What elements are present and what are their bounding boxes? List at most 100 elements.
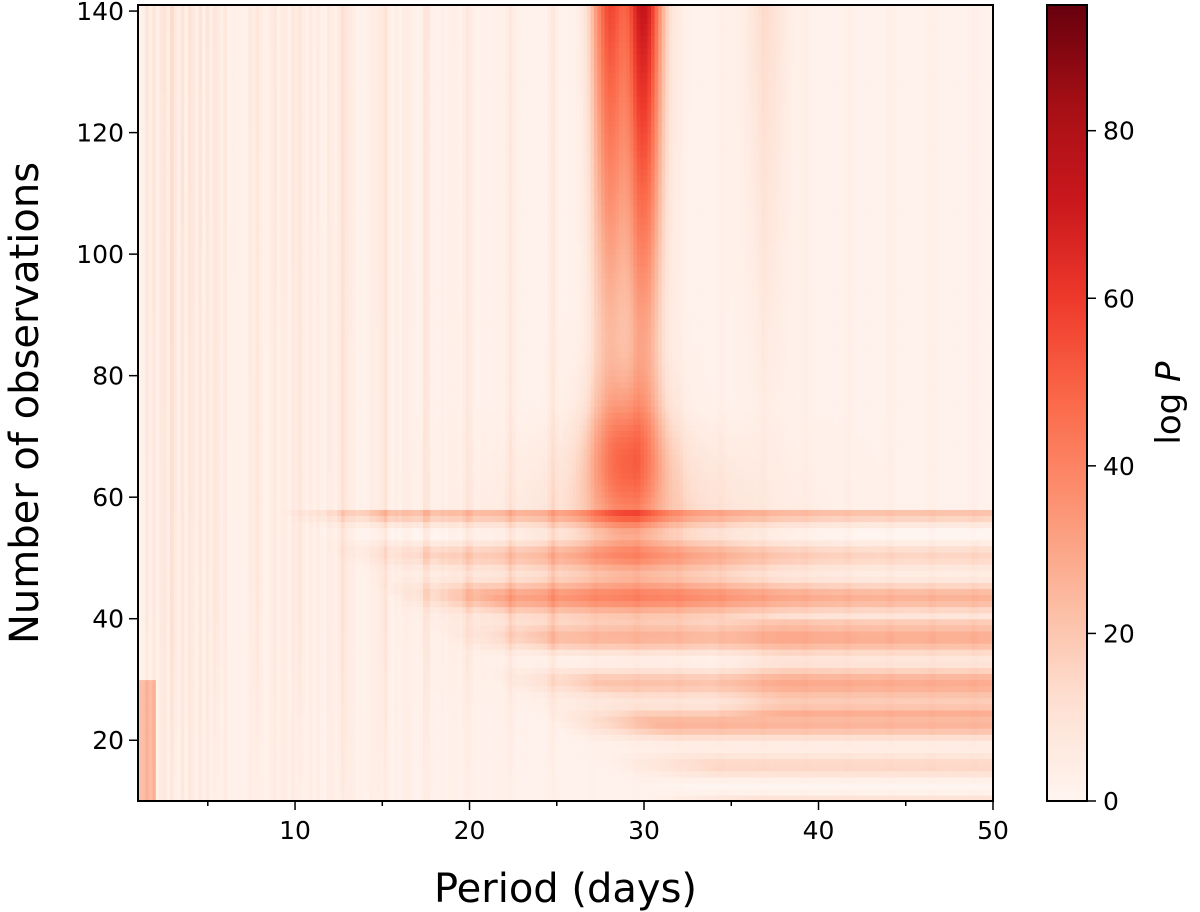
heat-cell bbox=[337, 740, 342, 747]
heat-cell bbox=[191, 697, 196, 705]
heat-cell bbox=[889, 758, 894, 766]
heat-cell bbox=[262, 788, 267, 796]
heat-cell bbox=[839, 764, 844, 772]
heat-cell bbox=[202, 728, 207, 735]
heat-cell bbox=[433, 746, 438, 753]
heat-cell bbox=[982, 691, 987, 699]
heat-cell bbox=[202, 776, 207, 784]
heat-cell bbox=[398, 734, 403, 741]
heat-cell bbox=[953, 703, 958, 711]
heat-cell bbox=[455, 703, 460, 711]
heat-cell bbox=[191, 746, 196, 753]
heat-cell bbox=[889, 740, 894, 747]
heat-cell bbox=[882, 679, 887, 687]
heat-cell bbox=[772, 703, 777, 711]
heat-cell bbox=[191, 752, 196, 760]
heat-cell bbox=[437, 734, 442, 741]
heat-cell bbox=[871, 752, 877, 760]
heat-cell bbox=[437, 746, 442, 753]
heat-cell bbox=[889, 734, 894, 741]
heat-cell bbox=[390, 758, 396, 766]
heat-cell bbox=[772, 673, 777, 681]
heat-cell bbox=[879, 679, 884, 687]
heat-cell bbox=[284, 758, 289, 766]
heat-cell bbox=[886, 764, 891, 772]
heat-cell bbox=[839, 703, 844, 711]
heat-cell bbox=[868, 722, 873, 729]
heat-cell bbox=[561, 746, 567, 753]
heat-cell bbox=[330, 776, 335, 784]
heat-cell bbox=[497, 734, 502, 741]
heat-cell bbox=[472, 673, 478, 681]
heat-cell bbox=[850, 691, 855, 699]
heat-cell bbox=[968, 764, 973, 772]
heat-cell bbox=[458, 746, 463, 753]
heat-cell bbox=[839, 782, 844, 790]
heat-cell bbox=[227, 691, 232, 699]
heat-cell bbox=[255, 722, 260, 729]
heat-cell bbox=[903, 746, 909, 753]
heat-cell bbox=[807, 770, 812, 778]
heat-cell bbox=[554, 764, 559, 772]
heat-cell bbox=[455, 752, 460, 760]
heat-cell bbox=[889, 764, 894, 772]
heat-cell bbox=[451, 691, 456, 699]
heat-cell bbox=[501, 728, 506, 735]
heat-cell bbox=[405, 758, 410, 766]
heat-cell bbox=[747, 722, 752, 729]
heat-cell bbox=[487, 740, 492, 747]
heat-cell bbox=[333, 740, 339, 747]
heat-cell bbox=[672, 691, 677, 699]
heat-cell bbox=[843, 709, 848, 717]
heat-cell bbox=[547, 770, 552, 778]
heat-cell bbox=[761, 673, 766, 681]
heat-cell bbox=[440, 697, 445, 705]
heat-cell bbox=[565, 770, 570, 778]
heat-cell bbox=[558, 715, 563, 723]
heat-cell bbox=[729, 788, 734, 796]
heat-cell bbox=[793, 722, 798, 729]
heat-cell bbox=[953, 764, 958, 772]
heat-cell bbox=[743, 703, 748, 711]
heat-cell bbox=[412, 685, 417, 693]
heat-cell bbox=[936, 709, 941, 717]
heat-cell bbox=[960, 722, 966, 729]
heat-cell bbox=[736, 788, 741, 796]
heat-cell bbox=[985, 794, 991, 801]
heat-cell bbox=[504, 722, 510, 729]
heat-cell bbox=[590, 734, 595, 741]
heat-cell bbox=[455, 764, 460, 772]
heat-cell bbox=[551, 782, 556, 790]
heat-cell bbox=[444, 776, 449, 784]
heat-cell bbox=[943, 703, 948, 711]
heat-cell bbox=[141, 728, 146, 735]
heat-cell bbox=[415, 691, 421, 699]
heat-cell bbox=[683, 740, 688, 747]
heat-cell bbox=[843, 722, 848, 729]
heat-cell bbox=[412, 758, 417, 766]
heat-cell bbox=[219, 703, 225, 711]
heat-cell bbox=[882, 794, 887, 801]
heat-cell bbox=[472, 752, 478, 760]
heat-cell bbox=[879, 788, 884, 796]
heat-cell bbox=[501, 758, 506, 766]
heat-cell bbox=[351, 685, 356, 693]
heat-cell bbox=[921, 776, 926, 784]
heat-cell bbox=[732, 691, 738, 699]
heat-cell bbox=[227, 776, 232, 784]
heat-cell bbox=[316, 691, 321, 699]
heat-cell bbox=[191, 679, 196, 687]
heat-cell bbox=[344, 782, 349, 790]
heat-cell bbox=[779, 679, 784, 687]
heat-cell bbox=[341, 740, 346, 747]
heat-cell bbox=[985, 709, 991, 717]
heat-cell bbox=[718, 746, 723, 753]
heat-cell bbox=[939, 679, 944, 687]
heat-cell bbox=[572, 782, 577, 790]
heat-cell bbox=[173, 764, 178, 772]
heat-cell bbox=[971, 697, 976, 705]
heat-cell bbox=[690, 673, 695, 681]
heat-cell bbox=[943, 722, 948, 729]
heat-cell bbox=[180, 788, 185, 796]
heat-cell bbox=[565, 776, 570, 784]
